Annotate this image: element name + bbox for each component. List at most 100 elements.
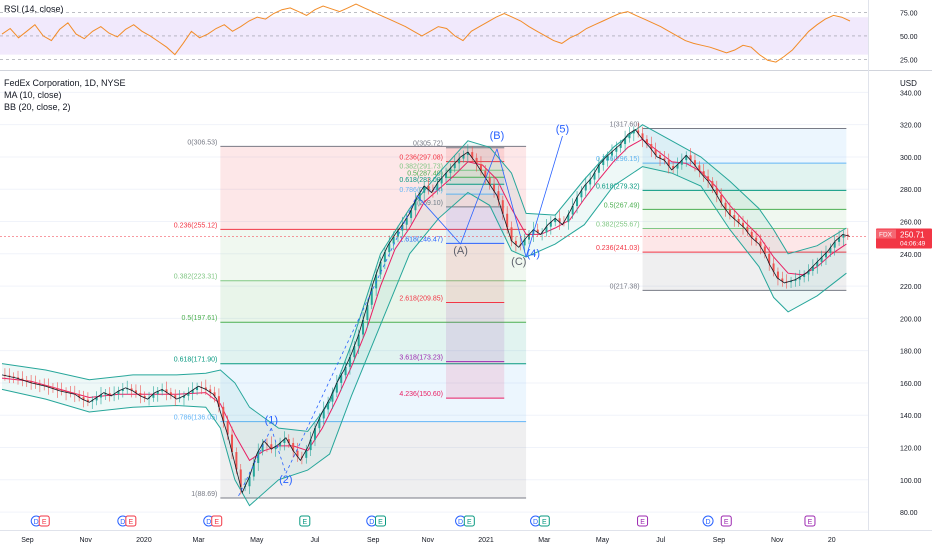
price-grid	[0, 91, 868, 513]
ma-label: MA (10, close)	[4, 90, 62, 100]
candle-body	[842, 234, 845, 238]
event-marker-icon[interactable]	[375, 515, 387, 527]
candle-body	[680, 160, 683, 165]
candle-body	[510, 227, 513, 241]
time-tick-label: Nov	[422, 537, 435, 544]
candle-body	[711, 181, 714, 188]
elliott-wave-labels: (1) (2) (A) (B) (C)(4) (5)	[265, 124, 570, 486]
candle-body	[580, 190, 583, 198]
time-tick-label: Jul	[311, 537, 320, 544]
candle-body	[610, 151, 613, 156]
fib-zone	[642, 128, 847, 164]
time-tick-label: Sep	[367, 537, 380, 544]
ticker-badge: FDX	[879, 232, 893, 239]
candle-body	[816, 261, 819, 267]
event-marker-icon[interactable]	[299, 515, 311, 527]
candle-body	[12, 376, 15, 378]
price-candles	[3, 123, 849, 495]
fibonacci-retracements[interactable]: 0(306.53) 0.236(255.12) 0.382(223.31) 0.5(1…	[174, 122, 847, 499]
event-marker-icon[interactable]	[702, 515, 714, 527]
fib-zone	[220, 229, 527, 281]
candle-body	[445, 173, 448, 178]
last-price: 250.71	[900, 231, 925, 240]
fib-level-label: 0.618(283.09)	[399, 177, 443, 184]
candle-body	[427, 186, 430, 190]
fib-zone	[446, 170, 505, 178]
wave-segment	[270, 428, 287, 474]
time-tick-label: 2021	[478, 537, 494, 544]
candle-body	[392, 236, 395, 244]
candle-body	[156, 391, 159, 394]
wave-label: (2)	[279, 474, 292, 486]
candle-body	[833, 241, 836, 248]
candle-body	[30, 381, 33, 383]
candle-body	[165, 389, 168, 393]
event-marker-icon[interactable]	[637, 515, 649, 527]
indicator-legend-ma[interactable]: MA (10, close)	[4, 90, 62, 100]
fib-3[interactable]: 1(317.60) 0.786(296.15) 0.618(279.32) 0.5(2…	[596, 122, 847, 291]
fib-level-label: 0(306.53)	[187, 139, 217, 146]
candle-body	[139, 392, 142, 396]
event-marker-icon[interactable]	[804, 515, 816, 527]
rsi-legend[interactable]: RSI (14, close)	[4, 4, 64, 14]
candle-body	[104, 393, 107, 395]
symbol-legend[interactable]: FedEx Corporation, 1D, NYSE	[4, 78, 126, 88]
candle-body	[353, 346, 356, 358]
candle-body	[283, 439, 286, 443]
fib-level-label: 0.382(291.73)	[399, 163, 443, 170]
fib-zone	[220, 146, 527, 230]
wave-label: (4)	[527, 248, 540, 260]
candle-body	[632, 130, 635, 134]
candle-body	[720, 195, 723, 203]
time-axis[interactable]: Sep Nov 2020 Mar May Jul Sep Nov 2021 Mar May Jul Se…	[21, 537, 836, 544]
fib-zone	[446, 206, 505, 244]
bollinger-lower-band	[1, 166, 847, 507]
candle-body	[781, 278, 784, 282]
fib-level-label: 1(88.69)	[191, 491, 217, 498]
candle-body	[405, 217, 408, 225]
candle-body	[650, 144, 653, 150]
candle-body	[663, 158, 666, 161]
candle-body	[689, 155, 692, 161]
candle-body	[707, 176, 710, 182]
event-marker-icon[interactable]	[463, 515, 475, 527]
candle-body	[523, 239, 526, 246]
fib-level-label: 0.382(223.31)	[174, 274, 218, 281]
time-tick-label: Mar	[193, 537, 206, 544]
price-tick-label: 80.00	[900, 510, 918, 517]
elliott-wave-lines[interactable]	[238, 135, 563, 497]
candle-body	[676, 164, 679, 169]
candle-body	[86, 399, 89, 402]
time-tick-label: Mar	[538, 537, 551, 544]
price-tick-label: 300.00	[900, 155, 922, 162]
event-marker-label: E	[467, 519, 472, 526]
candle-body	[388, 243, 391, 253]
indicator-legend-bb[interactable]: BB (20, close, 2)	[4, 102, 71, 112]
event-marker-icon[interactable]	[211, 515, 223, 527]
candle-body	[209, 389, 212, 393]
event-marker-label: D	[120, 519, 125, 526]
event-marker-icon[interactable]	[720, 515, 732, 527]
candle-body	[152, 393, 155, 398]
event-marker-label: E	[542, 519, 547, 526]
event-marker-icon[interactable]	[38, 515, 50, 527]
candle-body	[772, 263, 775, 272]
wave-segment	[416, 195, 461, 245]
candle-body	[73, 393, 76, 395]
candle-body	[113, 393, 116, 396]
candle-body	[410, 210, 413, 218]
wave-label: (1)	[265, 414, 278, 426]
candle-body	[763, 246, 766, 254]
fib-zone	[446, 302, 505, 362]
event-marker-icon[interactable]	[538, 515, 550, 527]
event-marker-label: E	[724, 519, 729, 526]
price-axis[interactable]: 80.00 100.00 120.00 140.00 160.00 180.00 200.0…	[900, 90, 922, 517]
candle-body	[659, 155, 662, 159]
candle-body	[576, 197, 579, 207]
fib-1[interactable]: 0(306.53) 0.236(255.12) 0.382(223.31) 0.5(1…	[174, 139, 527, 499]
candle-body	[287, 439, 290, 443]
event-marker-icon[interactable]	[125, 515, 137, 527]
time-tick-label: Sep	[21, 537, 34, 544]
